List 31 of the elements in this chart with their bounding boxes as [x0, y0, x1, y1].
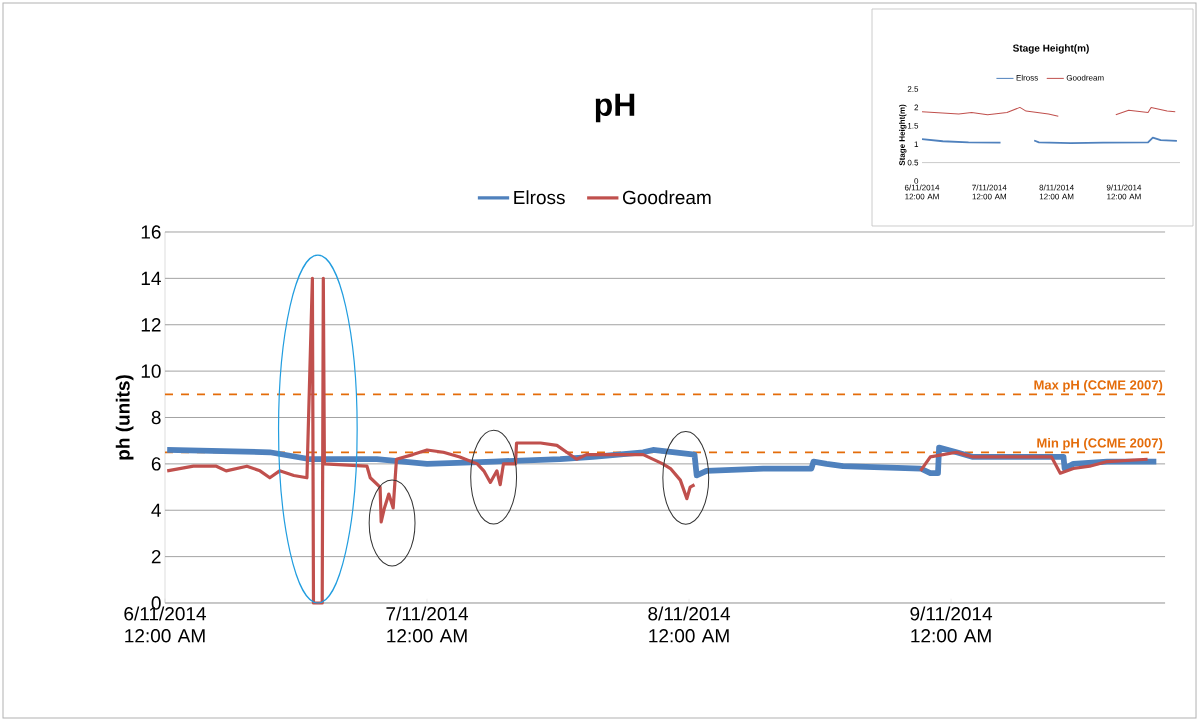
y-tick-label: 16 [141, 225, 161, 239]
y-tick-label: 1 [914, 141, 919, 147]
chart-title: Stage Height(m) [1012, 44, 1089, 54]
legend-label: Elross [514, 190, 565, 205]
legend-label: Goodream [1066, 74, 1104, 81]
y-tick-label: 12 [141, 318, 161, 332]
y-tick-label: 4 [151, 503, 161, 517]
y-tick-label: 2 [914, 104, 919, 111]
x-tick-label: 6/11/2014 12:00 AM [904, 184, 940, 200]
y-tick-label: 10 [141, 364, 161, 378]
x-tick-label: 9/11/2014 12:00 AM [1106, 184, 1142, 200]
y-tick-label: 6 [151, 457, 161, 471]
legend-label: Goodream [622, 190, 711, 205]
y-axis-title: ph (units) [115, 375, 134, 460]
x-tick-label: 8/11/2014 12:00 AM [648, 606, 731, 643]
x-tick-label: 9/11/2014 12:00 AM [910, 606, 993, 643]
y-tick-label: 2.5 [907, 86, 919, 92]
x-tick-label: 7/11/2014 12:00 AM [386, 606, 469, 643]
y-tick-label: 1.5 [907, 123, 919, 129]
y-tick-label: 0 [914, 178, 919, 184]
y-tick-label: 14 [141, 271, 161, 285]
x-tick-label: 8/11/2014 12:00 AM [1039, 184, 1074, 200]
y-tick-label: 2 [151, 549, 161, 564]
ref-line-label: Max pH (CCME 2007) [1034, 379, 1163, 393]
y-tick-label: 0.5 [907, 159, 919, 166]
y-tick-label: 8 [151, 410, 161, 425]
legend-label: Elross [1016, 74, 1038, 81]
y-axis-title: Stage Height(m) [898, 104, 907, 166]
ref-line-label: Min pH (CCME 2007) [1037, 437, 1163, 451]
chart-title: pH [595, 93, 635, 123]
x-tick-label: 7/11/2014 12:00 AM [972, 184, 1007, 200]
